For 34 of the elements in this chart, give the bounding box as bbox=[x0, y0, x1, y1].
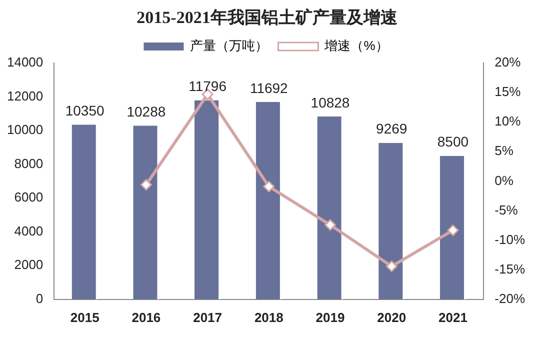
y-tick-label: 10000 bbox=[6, 122, 44, 138]
x-tick-label: 2020 bbox=[377, 310, 406, 325]
y-tick-label: 14000 bbox=[6, 54, 44, 70]
text: 9269 bbox=[376, 120, 408, 137]
y-tick-label: 6000 bbox=[14, 190, 44, 205]
text: 8500 bbox=[437, 134, 469, 150]
text: 10350 bbox=[65, 102, 104, 118]
legend-label: 产量（万吨） bbox=[190, 38, 268, 54]
y2-tick-label: -20% bbox=[494, 290, 526, 306]
y-tick-label: 12000 bbox=[6, 88, 44, 104]
x-tick-label: 2016 bbox=[132, 310, 161, 325]
y2-tick-label: 20% bbox=[494, 54, 522, 70]
text: 10288 bbox=[126, 104, 166, 120]
y-tick-label: 8000 bbox=[14, 156, 44, 171]
text: 11692 bbox=[250, 80, 288, 96]
x-tick-label: 2017 bbox=[193, 310, 222, 325]
x-tick-label: 2019 bbox=[316, 310, 345, 325]
x-tick-label: 2021 bbox=[438, 310, 468, 325]
y2-tick-label: 10% bbox=[494, 114, 522, 129]
y2-tick-label: 15% bbox=[494, 84, 522, 100]
y-tick-label: 0 bbox=[36, 290, 44, 306]
text: 10828 bbox=[310, 94, 350, 110]
y2-tick-label: -10% bbox=[494, 232, 526, 247]
x-tick-label: 2015 bbox=[70, 310, 100, 325]
y2-tick-label: 5% bbox=[494, 143, 514, 158]
legend-label: 增速（%） bbox=[324, 38, 388, 54]
y2-tick-label: -5% bbox=[494, 202, 518, 218]
y2-tick-label: -15% bbox=[494, 261, 526, 276]
y-tick-label: 2000 bbox=[14, 257, 44, 272]
x-tick-label: 2018 bbox=[254, 310, 284, 325]
chart-title: 2015-2021年我国铝土矿产量及增速 bbox=[136, 7, 398, 29]
y2-tick-label: 0% bbox=[494, 172, 514, 188]
y-tick-label: 4000 bbox=[14, 223, 44, 238]
text: 11796 bbox=[188, 78, 226, 94]
